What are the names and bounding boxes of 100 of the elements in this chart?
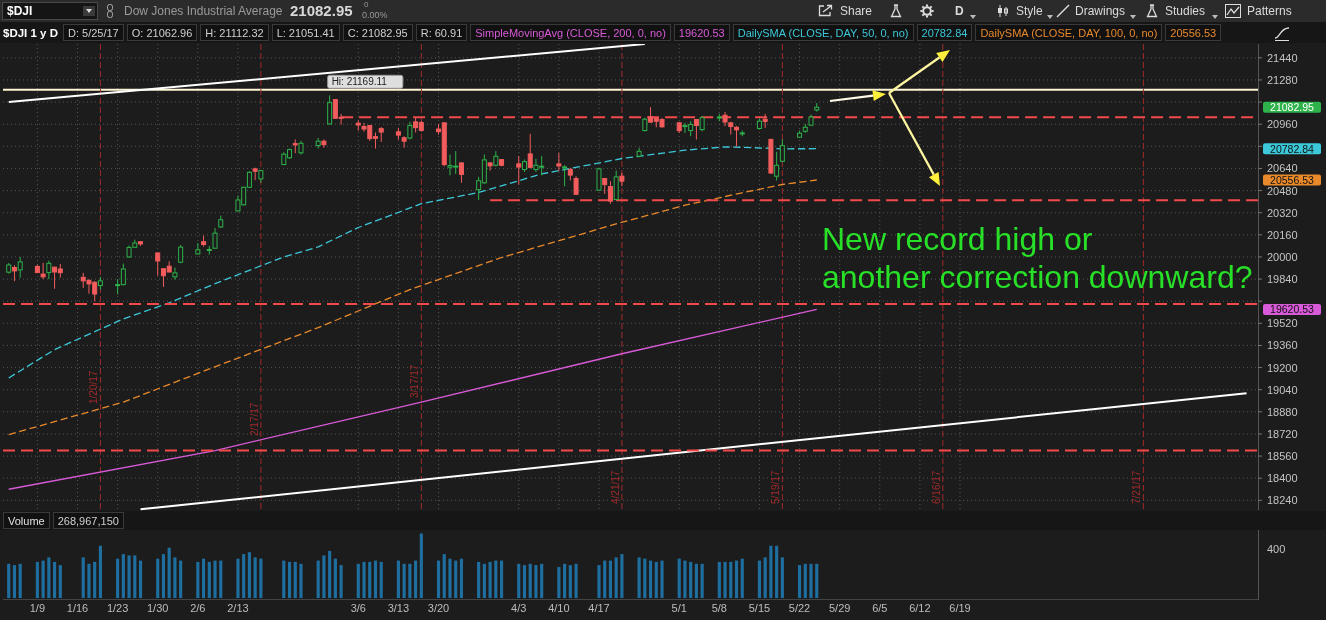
bar (734, 560, 739, 598)
candlestick (17, 256, 23, 279)
x-tick-label: 6/5 (872, 602, 888, 614)
text: 0 (364, 0, 369, 9)
bar (620, 554, 624, 598)
y-tick-label: 19520 (1267, 317, 1298, 330)
bar (161, 554, 166, 598)
bar (41, 560, 45, 598)
candlestick (46, 260, 52, 280)
bar (534, 565, 538, 598)
candlestick (155, 252, 161, 277)
bar (7, 563, 11, 598)
text: Share (840, 4, 873, 18)
chart-title: Volume (3, 512, 50, 529)
bar (247, 552, 251, 598)
y-tick-label: 21440 (1267, 51, 1298, 64)
candlestick (40, 262, 46, 280)
bar (259, 558, 263, 598)
y-tick-label: 20640 (1267, 162, 1298, 175)
chart-subtitle: 268,967,150 (52, 512, 124, 529)
x-tick-label: 2/13 (227, 602, 249, 614)
candlestick (734, 125, 740, 147)
bar (729, 561, 733, 598)
candlestick (774, 151, 780, 181)
bar (717, 561, 721, 598)
bar (563, 563, 567, 598)
y-tick-label: 20320 (1267, 206, 1298, 219)
bar (517, 563, 521, 598)
bar (173, 557, 177, 598)
text: DailySMA (CLOSE, DAY, 50, 0, no) (732, 24, 914, 41)
candlestick (607, 180, 613, 205)
bar (219, 560, 223, 598)
bar (213, 560, 217, 598)
bar (242, 554, 246, 598)
bar (87, 563, 91, 598)
bar (780, 557, 784, 598)
bar (540, 563, 544, 598)
bar (299, 563, 303, 598)
y-tick-label: 19040 (1267, 383, 1298, 396)
text: H: 21112.32 (200, 24, 269, 41)
bar (18, 563, 22, 598)
text: 20556.53 (1165, 24, 1222, 41)
text: DailySMA (CLOSE, DAY, 100, 0, no) (975, 24, 1163, 41)
bar (47, 557, 51, 598)
bar (723, 561, 727, 598)
text: 19620.53 (1270, 303, 1315, 316)
text: O: 21062.96 (126, 24, 198, 41)
candlestick (527, 133, 533, 169)
x-tick-label: 1/23 (106, 602, 129, 614)
x-tick-label: 5/15 (748, 602, 771, 614)
bar (316, 560, 320, 598)
y-tick-label: 20000 (1267, 250, 1298, 263)
bar (138, 560, 143, 598)
chart-subtitle: $DJI 1 y D (3, 26, 58, 39)
y-tick-label: 19840 (1267, 273, 1298, 286)
bar (12, 565, 17, 598)
chart-title: Dow Jones Industrial Average (124, 4, 283, 18)
bar (236, 558, 240, 598)
bar (597, 565, 601, 598)
bar (35, 561, 39, 598)
y-tick-label: 19360 (1267, 339, 1298, 352)
text: Style (1016, 4, 1043, 18)
y-tick-label: 19200 (1267, 361, 1298, 374)
bar (757, 560, 762, 598)
y-tick-label: 18240 (1267, 494, 1298, 507)
text: Patterns (1247, 4, 1292, 18)
ref-line-label: 2/17/17 (248, 402, 260, 436)
text: SimpleMovingAvg (CLOSE, 200, 0, no) (470, 24, 671, 41)
x-tick-label: 1/30 (147, 602, 169, 614)
candlestick (693, 118, 699, 141)
ref-line-label: 1/20/17 (88, 370, 100, 404)
bar (614, 557, 618, 598)
ref-line-label: 4/21/17 (609, 470, 621, 504)
x-tick-label: 5/29 (828, 602, 851, 614)
bar (116, 558, 120, 598)
y-tick-label: 20160 (1267, 228, 1298, 241)
bar (689, 561, 693, 598)
candlestick (212, 227, 218, 250)
x-tick-label: 4/17 (588, 602, 610, 614)
text: 21082.95 (1270, 101, 1315, 114)
candlestick (573, 175, 579, 196)
x-tick-label: 2/6 (190, 602, 206, 614)
bar (643, 558, 647, 598)
candlestick (619, 172, 625, 187)
bar (568, 565, 572, 598)
bar (694, 563, 698, 598)
bar (637, 557, 641, 598)
bar (797, 565, 802, 598)
x-tick-label: 1/16 (66, 602, 89, 614)
bar (528, 563, 532, 598)
bar (740, 558, 744, 598)
bar (648, 560, 653, 598)
bar (608, 560, 613, 598)
text: Studies (1165, 4, 1206, 18)
text: 19620.53 (673, 24, 730, 41)
bar (127, 555, 131, 598)
candlestick (172, 267, 178, 281)
x-tick-label: 4/10 (548, 602, 570, 614)
ref-line-label: 3/17/17 (409, 364, 421, 398)
bar (98, 545, 102, 598)
